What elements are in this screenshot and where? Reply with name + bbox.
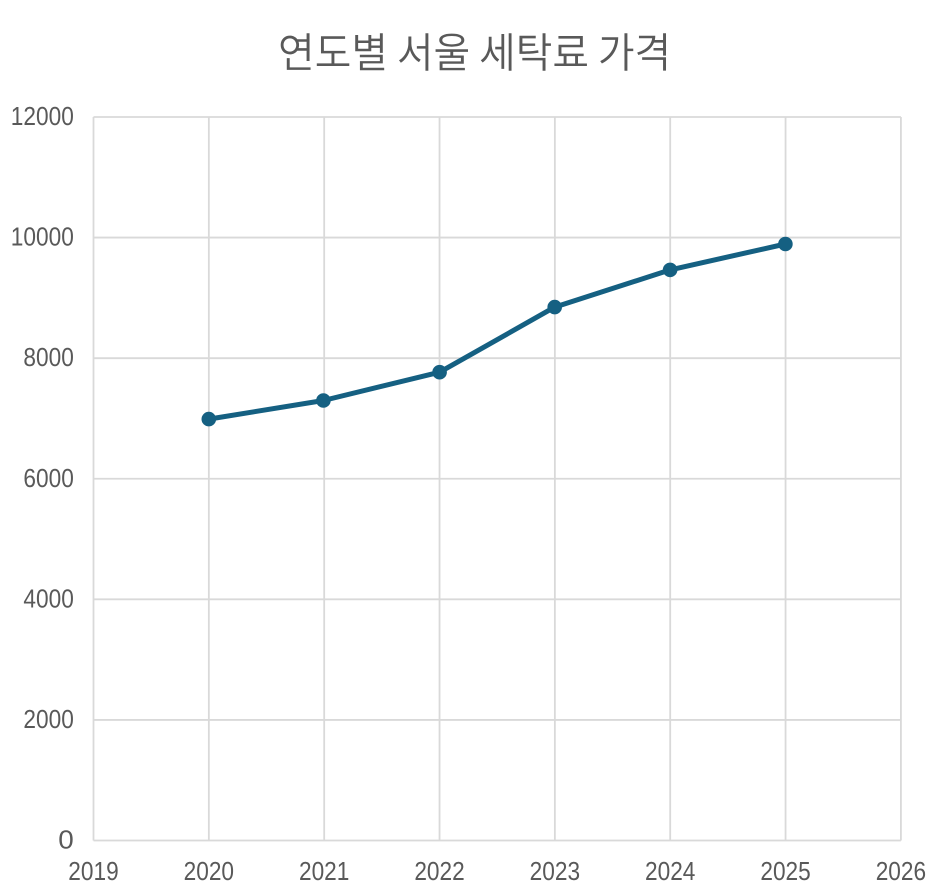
svg-text:0: 0 <box>58 825 74 855</box>
svg-text:2025: 2025 <box>760 856 810 886</box>
svg-text:2021: 2021 <box>299 856 349 886</box>
svg-text:2020: 2020 <box>184 856 234 886</box>
svg-text:4000: 4000 <box>23 583 73 613</box>
svg-text:10000: 10000 <box>11 222 74 252</box>
svg-text:6000: 6000 <box>23 463 73 493</box>
svg-text:2000: 2000 <box>23 704 73 734</box>
svg-text:2023: 2023 <box>530 856 580 886</box>
svg-text:2026: 2026 <box>876 856 926 886</box>
svg-text:2024: 2024 <box>645 856 695 886</box>
svg-text:12000: 12000 <box>11 101 74 131</box>
svg-text:2019: 2019 <box>68 856 118 886</box>
svg-text:2022: 2022 <box>414 856 464 886</box>
svg-text:8000: 8000 <box>23 342 73 372</box>
